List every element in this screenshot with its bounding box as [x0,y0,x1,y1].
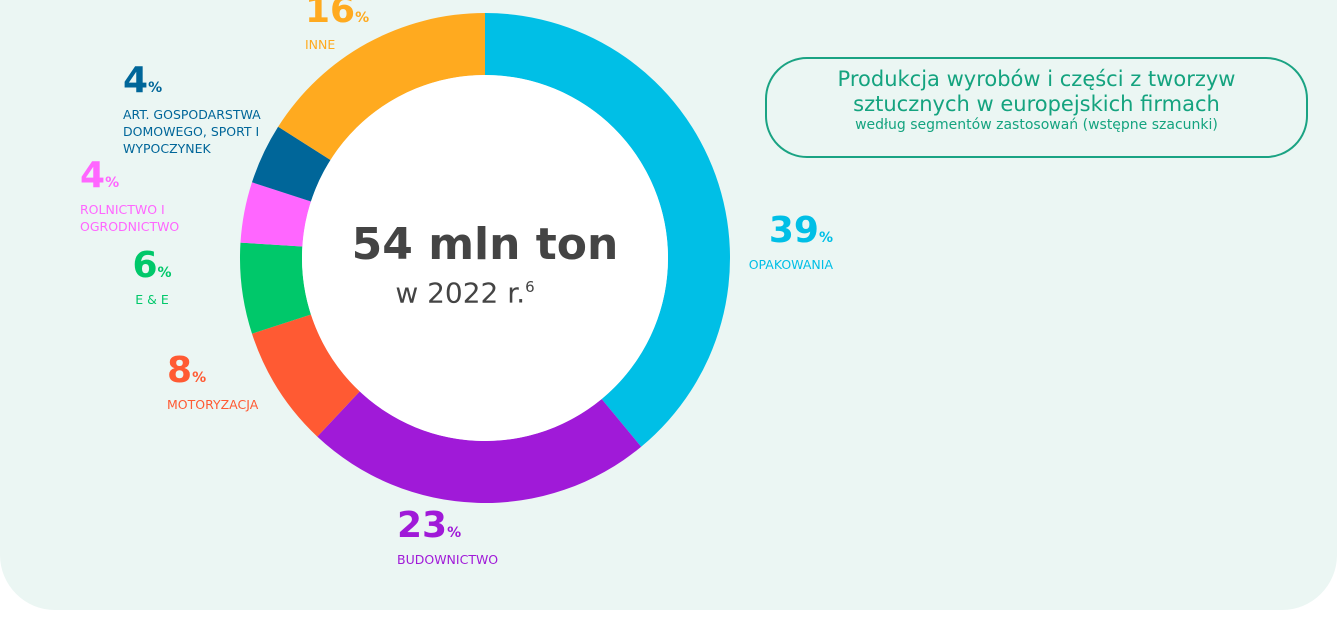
value-label: 8% [167,353,297,396]
slice-label: 8% MOTORYZACJA [167,353,297,413]
slice [485,13,730,447]
category-label: INNE [305,37,336,52]
value-unit: % [818,230,833,246]
slice [251,126,331,202]
value-label: 4% [80,158,220,201]
center-subtitle: w 2022 r.6 [295,272,635,308]
footnote: 6 [525,278,535,296]
slice [240,182,311,247]
chart-subtitle: według segmentów zastosowań (wstępne sza… [855,117,1218,133]
slice [317,391,642,504]
center-title: 54 mln ton [351,219,619,270]
category-label: MOTORYZACJA [167,397,259,412]
category-label: ROLNICTWO I OGRODNICTWO [80,202,180,234]
value-number: 4 [80,155,106,196]
value-number: 16 [305,0,356,31]
value-label: 6% [112,248,192,291]
category-label: ART. GOSPODARSTWA DOMOWEGO, SPORT I WYPO… [123,107,261,156]
slice-label: 4% ROLNICTWO I OGRODNICTWO [80,158,220,235]
value-label: 23% [397,508,537,551]
value-unit: % [192,370,207,386]
slice [239,242,311,334]
value-number: 6 [132,245,158,286]
category-label: OPAKOWANIA [748,257,833,272]
category-label: BUDOWNICTWO [397,552,499,567]
center-subtitle-text: w 2022 r. [395,276,526,310]
value-label: 16% [305,0,385,36]
slice [278,13,485,160]
value-number: 8 [167,350,193,391]
slice-label: 6% E & E [112,248,192,308]
value-unit: % [105,175,120,191]
slice-label: 39% OPAKOWANIA [720,213,833,273]
value-label: 4% [123,63,288,106]
slice-label: 23% BUDOWNICTWO [397,508,537,568]
title-box: Produkcja wyrobów i części z tworzyw szt… [765,57,1308,158]
value-number: 4 [123,60,149,101]
slice-label: 4% ART. GOSPODARSTWA DOMOWEGO, SPORT I WY… [123,63,288,157]
value-unit: % [355,10,370,26]
category-label: E & E [135,292,169,307]
chart-title: Produkcja wyrobów i części z tworzyw szt… [837,67,1236,116]
value-label: 39% [720,213,833,256]
center-text: 54 mln ton w 2022 r.6 [335,218,635,308]
slice-label: 16% INNE [305,0,385,53]
value-number: 39 [768,210,819,251]
value-unit: % [447,525,462,541]
slice [251,314,360,437]
value-unit: % [157,265,172,281]
donut-hole [302,75,668,441]
value-unit: % [148,80,163,96]
value-number: 23 [397,505,448,546]
